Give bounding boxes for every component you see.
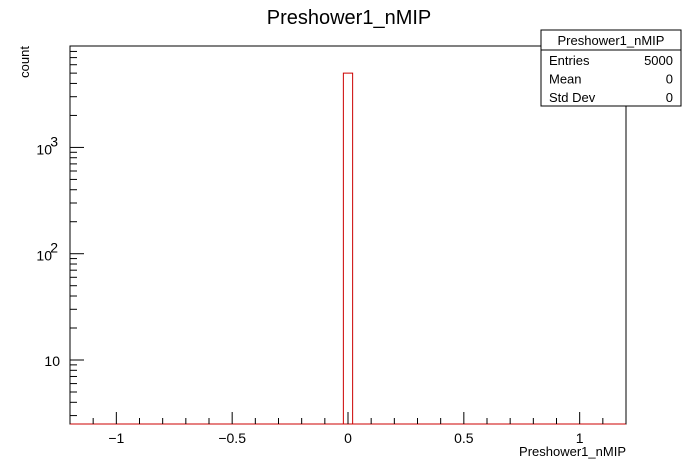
x-tick-label: 1 xyxy=(576,430,584,446)
stats-box-title: Preshower1_nMIP xyxy=(558,33,665,48)
x-tick-label: 0.5 xyxy=(454,430,474,446)
x-tick-label: −1 xyxy=(108,430,124,446)
y-tick-label: 10 xyxy=(36,141,52,157)
stats-value: 0 xyxy=(666,72,673,87)
stats-rows: Entries 5000 Mean 0 Std Dev 0 xyxy=(549,53,673,105)
chart-title: Preshower1_nMIP xyxy=(267,7,432,29)
stats-value: 0 xyxy=(666,90,673,105)
stats-label: Mean xyxy=(549,72,582,87)
histogram-bars xyxy=(70,72,626,425)
x-tick-label: 0 xyxy=(344,430,352,446)
stats-value: 5000 xyxy=(644,53,673,68)
y-tick-exponent: 3 xyxy=(50,133,58,149)
y-tick-label: 10 xyxy=(36,248,52,264)
x-tick-label: −0.5 xyxy=(218,430,246,446)
x-axis-title: Preshower1_nMIP xyxy=(519,444,626,459)
x-axis: −1 −0.5 0 0.5 1 xyxy=(69,412,627,446)
stats-box-frame xyxy=(540,29,682,107)
y-tick-exponent: 2 xyxy=(50,240,58,256)
stats-label: Std Dev xyxy=(549,90,596,105)
stats-label: Entries xyxy=(549,53,590,68)
y-axis-title: count xyxy=(17,46,32,78)
y-tick-label: 10 xyxy=(44,353,60,369)
histogram-bin-0 xyxy=(342,72,354,424)
stats-box: Preshower1_nMIP Entries 5000 Mean 0 Std Dev 0 xyxy=(540,29,682,107)
